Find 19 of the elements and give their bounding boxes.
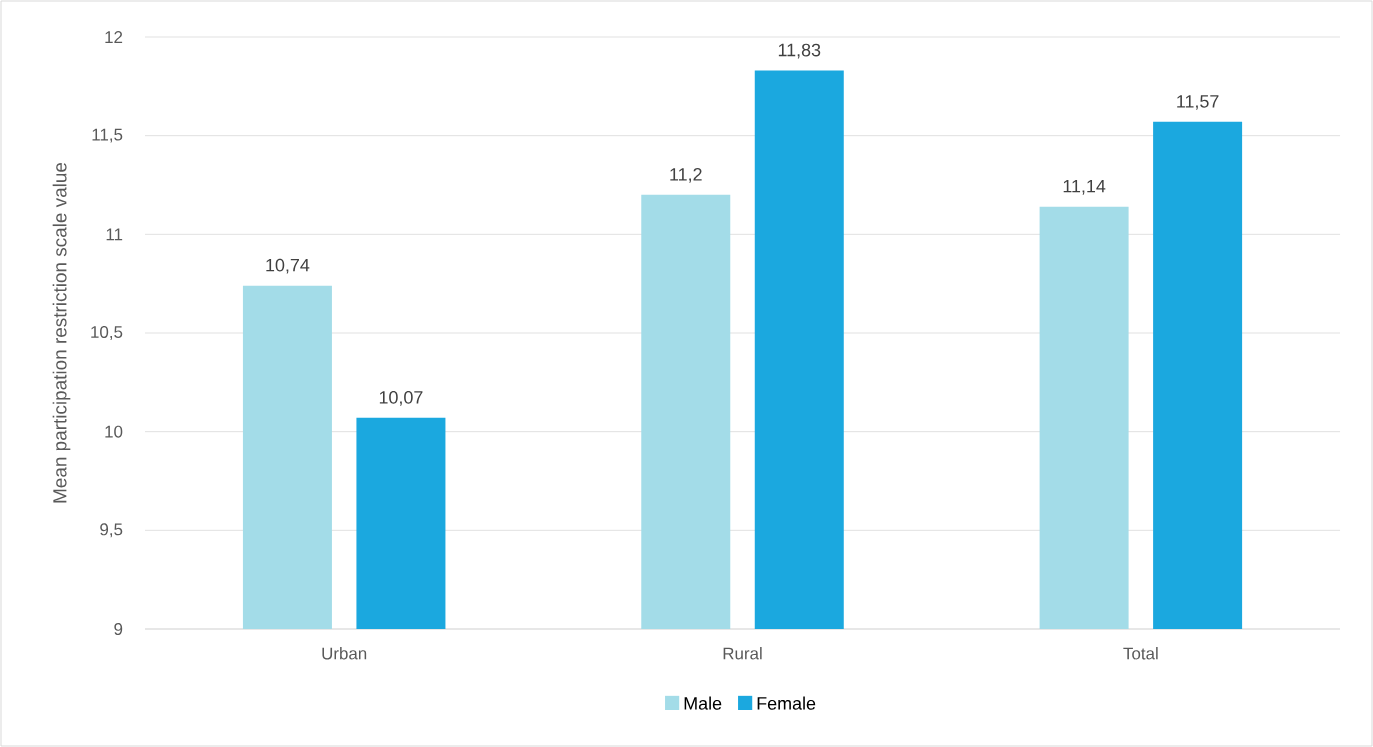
data-label: 11,14 [1063, 180, 1106, 195]
y-tick-label: 10 [105, 425, 123, 438]
data-label: 11,2 [670, 168, 702, 183]
y-axis-title: Mean participation restriction scale value [52, 162, 71, 503]
data-label: 10,74 [266, 258, 310, 274]
y-tick-label: 9 [114, 623, 123, 635]
data-label: 10,07 [379, 390, 423, 406]
x-tick-label: Rural [723, 647, 762, 660]
x-tick-label: Total [1123, 647, 1158, 660]
legend-label: Female [757, 696, 816, 710]
y-tick-label: 12 [105, 31, 123, 43]
legend-label: Male [684, 696, 722, 710]
x-tick-label: Urban [322, 647, 367, 660]
y-tick-label: 11,5 [92, 128, 123, 143]
y-tick-label: 9,5 [100, 523, 123, 538]
data-label: 11,83 [778, 43, 821, 59]
y-tick-label: 10,5 [91, 326, 123, 340]
data-label: 11,57 [1177, 95, 1219, 110]
y-tick-label: 11 [106, 228, 123, 241]
